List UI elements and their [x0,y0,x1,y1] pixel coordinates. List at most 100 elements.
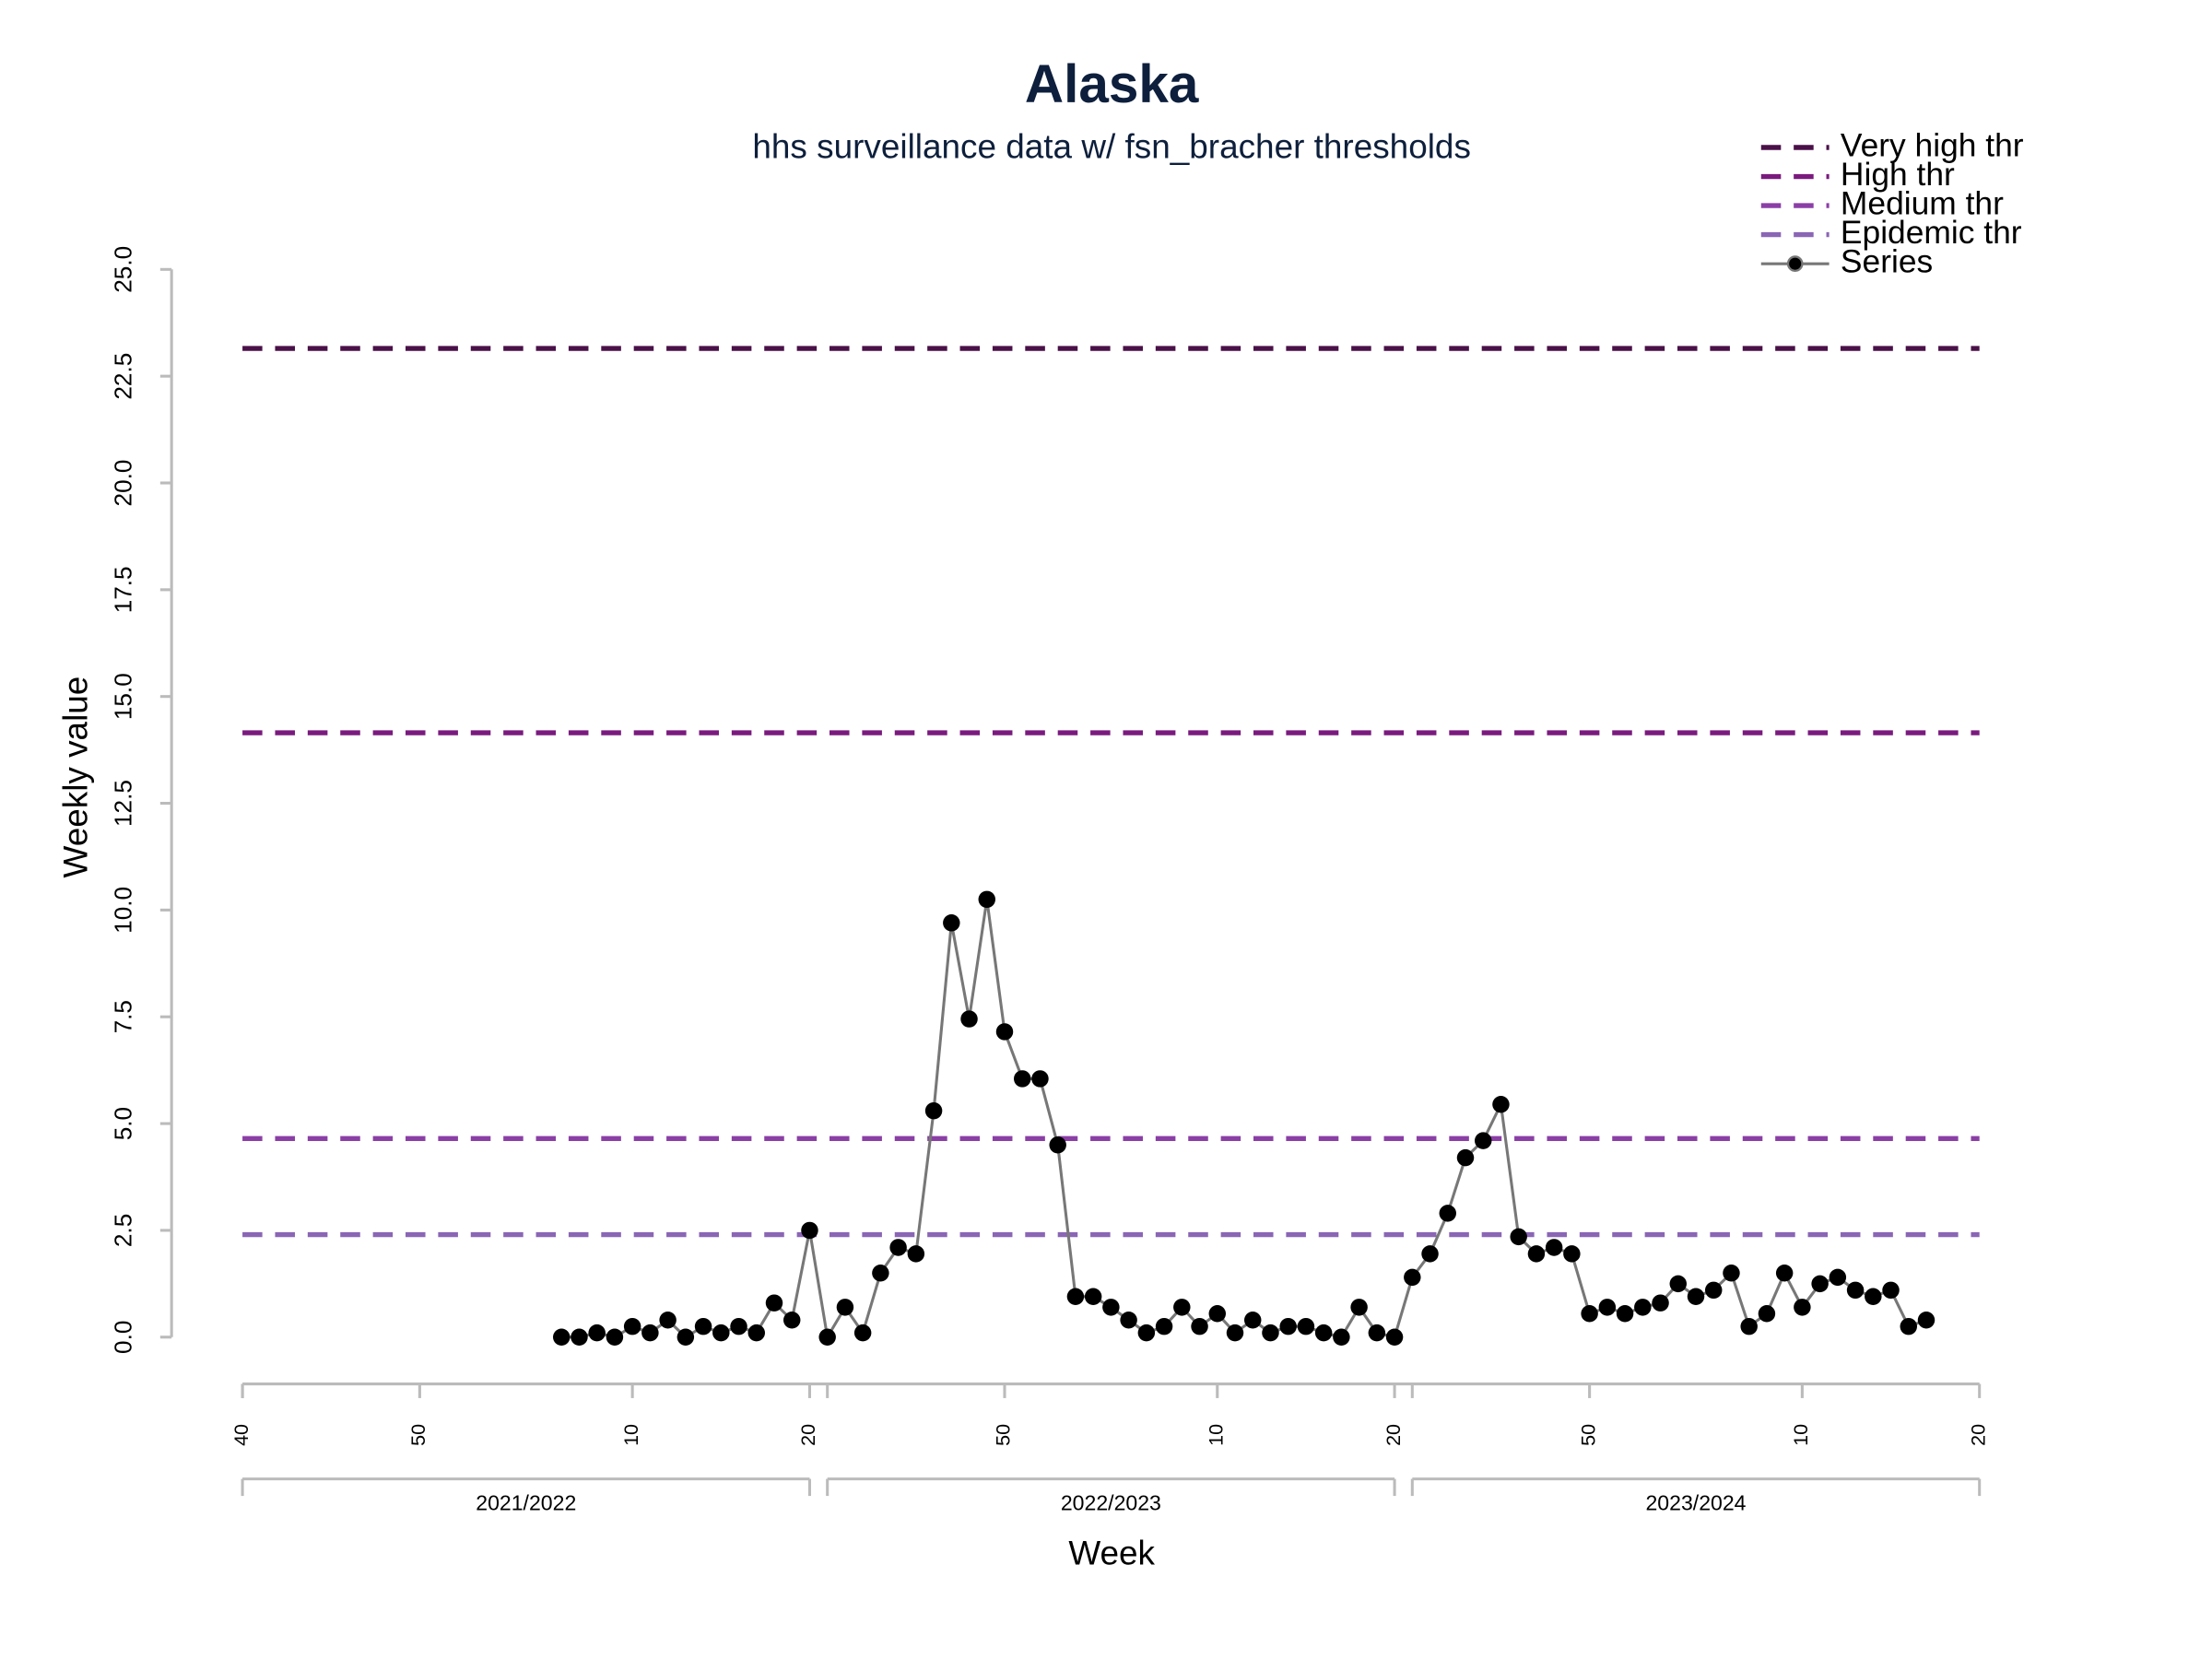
legend-label: Very high thr [1841,127,2024,163]
data-point [907,1245,925,1263]
data-point [1616,1305,1634,1323]
chart-title: Alaska [1025,54,1199,114]
data-point [1510,1228,1527,1246]
data-point [1350,1299,1368,1316]
data-point [889,1239,907,1256]
data-point [712,1324,730,1342]
data-point [1846,1281,1865,1300]
data-point [1244,1312,1262,1329]
data-point [1439,1205,1456,1222]
data-point [1262,1324,1279,1342]
data-point [1598,1299,1617,1316]
legend-label: Series [1841,243,1933,279]
data-point [1333,1328,1350,1346]
data-point [1563,1245,1581,1263]
data-point [730,1317,747,1335]
data-point [1492,1095,1510,1113]
data-point [1297,1317,1315,1335]
data-point [1917,1312,1936,1329]
data-point [943,914,960,932]
data-point [553,1328,571,1346]
data-point [1669,1275,1687,1293]
data-point [978,890,995,909]
data-point [1173,1299,1191,1316]
data-point [1705,1281,1723,1300]
y-tick-label: 25.0 [109,246,136,293]
data-point [1191,1317,1208,1335]
data-point [1421,1245,1439,1263]
data-point [1581,1305,1598,1323]
data-point [1456,1148,1475,1167]
data-point [677,1328,695,1346]
data-point [1084,1288,1102,1305]
data-point [1794,1299,1811,1316]
season-label: 2023/2024 [1645,1490,1746,1514]
y-tick-label: 22.5 [109,353,136,400]
data-point [1314,1324,1333,1342]
y-tick-label: 20.0 [109,460,136,507]
y-tick-label: 0.0 [109,1321,136,1354]
season-label: 2022/2023 [1061,1490,1161,1514]
legend-label: Epidemic thr [1841,215,2022,251]
data-point [1634,1299,1652,1316]
x-tick-label: 20 [797,1424,819,1446]
y-tick-label: 10.0 [109,887,136,934]
y-tick-label: 15.0 [109,673,136,720]
data-point [818,1328,836,1346]
y-tick-label: 5.0 [109,1107,136,1140]
data-point [960,1010,978,1028]
x-axis-label: Week [1068,1534,1155,1571]
data-point [765,1294,783,1312]
data-point [1723,1265,1740,1282]
data-point [783,1312,801,1329]
data-point [1385,1328,1404,1346]
data-point [1404,1268,1421,1287]
data-point [1829,1268,1847,1287]
data-point [853,1324,872,1342]
data-point [606,1328,624,1346]
data-point [801,1221,818,1240]
data-point [1740,1317,1758,1335]
data-point [1155,1317,1173,1335]
data-point [694,1317,712,1335]
data-point [1102,1299,1120,1316]
data-point [571,1328,588,1346]
data-point [1137,1324,1156,1342]
data-point [747,1324,765,1342]
data-point [1120,1312,1137,1329]
data-point [1882,1281,1900,1300]
x-tick-label: 40 [230,1424,253,1446]
data-point [1865,1288,1882,1305]
data-point [1279,1317,1297,1335]
x-tick-label: 10 [620,1424,642,1446]
data-point [641,1324,659,1342]
data-point [1031,1070,1049,1088]
chart-subtitle: hhs surveillance data w/ fsn_bracher thr… [752,127,1471,165]
season-label: 2021/2022 [476,1490,576,1514]
x-tick-label: 50 [407,1424,429,1446]
data-point [1226,1324,1244,1342]
data-point [588,1324,606,1342]
y-tick-label: 12.5 [109,780,136,827]
data-point [1066,1288,1085,1305]
data-point [1049,1136,1066,1154]
series-line [561,899,1927,1342]
x-tick-label: 10 [1790,1424,1812,1446]
data-point [623,1317,641,1335]
y-axis-label: Weekly value [56,677,94,878]
y-tick-label: 7.5 [109,1000,136,1033]
y-tick-label: 2.5 [109,1214,136,1247]
data-point [872,1265,889,1282]
x-tick-label: 20 [1967,1424,1989,1446]
data-point [1811,1275,1829,1293]
data-point [1527,1245,1546,1263]
legend-marker [1786,255,1804,273]
x-tick-label: 50 [1577,1424,1599,1446]
x-tick-label: 10 [1205,1424,1227,1446]
data-point [1208,1305,1226,1323]
y-tick-label: 17.5 [109,566,136,613]
legend-label: High thr [1841,157,1955,193]
data-point [995,1023,1014,1041]
data-point [836,1299,854,1316]
